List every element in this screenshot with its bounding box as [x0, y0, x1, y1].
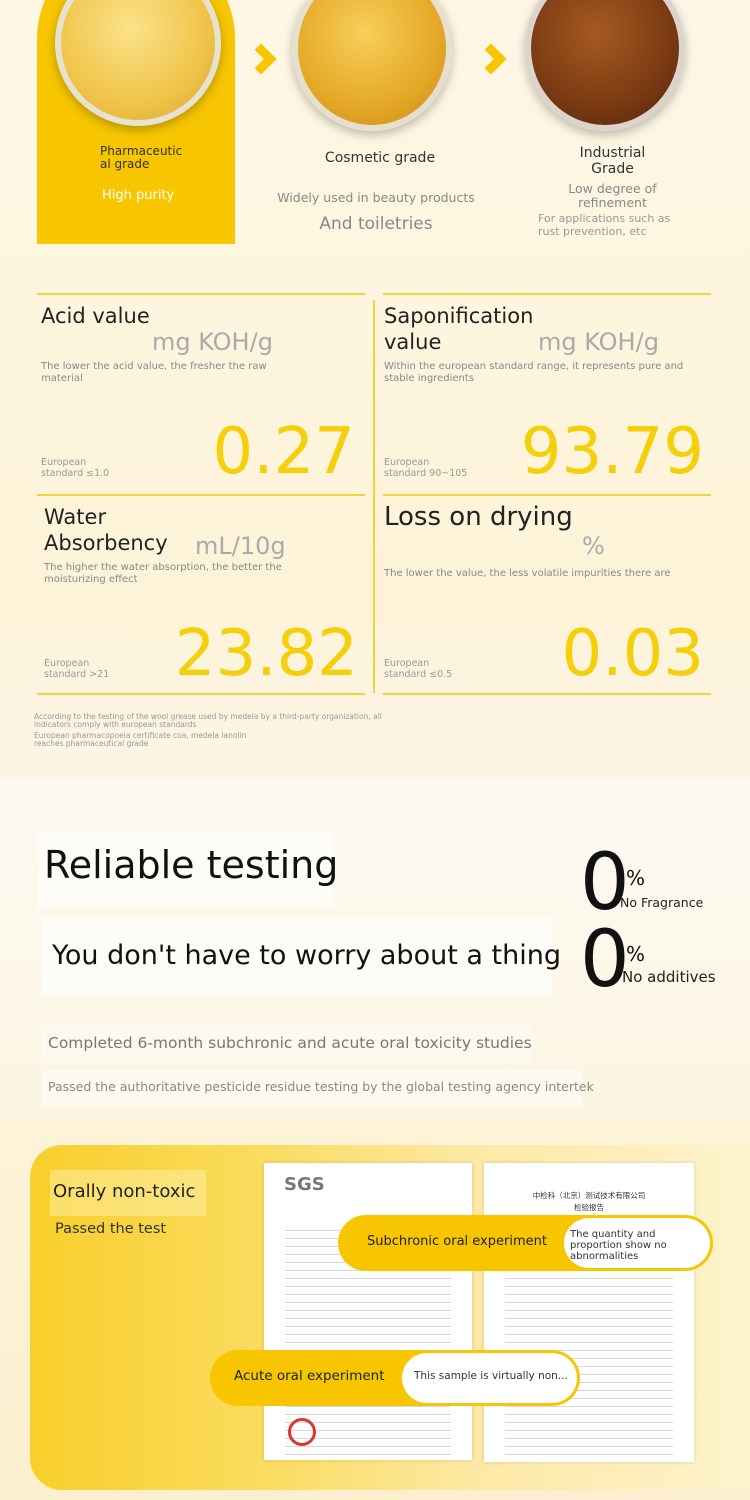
divider: [37, 494, 365, 496]
claim-label: No Fragrance: [620, 895, 704, 910]
experiment-result: This sample is virtually non...: [414, 1370, 568, 1382]
divider: [383, 494, 711, 496]
metric-name: Loss on drying: [384, 502, 573, 532]
text-box: [42, 918, 552, 996]
divider: [37, 693, 365, 695]
claim-label: No additives: [622, 968, 716, 986]
grade-desc: Low degree of refinement: [568, 181, 657, 210]
metric-standard: European standard ≤1.0: [41, 457, 110, 479]
report-document: [264, 1163, 472, 1460]
heading: Orally non-toxic: [53, 1181, 196, 1202]
metric-standard: European standard ≤0.5: [384, 658, 453, 680]
claim-value: 0: [580, 838, 630, 928]
grade-desc: For applications such as rust prevention…: [538, 212, 671, 238]
grade-name: Industrial Grade: [579, 145, 646, 177]
text-box: [42, 1025, 532, 1063]
claim-unit: %: [626, 942, 646, 966]
grade-name: Cosmetic grade: [324, 150, 436, 166]
metric-standard: European standard >21: [44, 658, 110, 680]
subheading: Passed the test: [55, 1221, 167, 1237]
metric-name: Acid value: [41, 304, 150, 328]
result-pill: [564, 1218, 710, 1268]
jar-image: [525, 0, 685, 131]
footnote: European pharmacopoeia certificate coa, …: [34, 731, 247, 748]
metric-name: Water Absorbency: [44, 505, 168, 555]
claim-unit: %: [626, 866, 646, 890]
metric-unit: %: [582, 532, 605, 560]
divider: [37, 293, 365, 295]
result-pill: [402, 1353, 577, 1403]
jar-image: [292, 0, 452, 131]
report-logo: SGS: [284, 1174, 325, 1195]
report-issuer: 中检科（北京）测试技术有限公司: [532, 1191, 646, 1200]
subheading: You don't have to worry about a thing: [52, 940, 561, 971]
grade-desc: Widely used in beauty products: [277, 190, 475, 205]
report-stamp: [288, 1418, 316, 1446]
text-box: [38, 832, 333, 908]
metric-unit: mg KOH/g: [538, 328, 659, 356]
divider: [373, 300, 375, 693]
experiment-result: The quantity and proportion show no abno…: [570, 1229, 667, 1262]
report-document: [484, 1163, 694, 1462]
grade-name: Pharmaceutical grade: [100, 144, 183, 171]
metric-unit: mL/10g: [195, 532, 286, 560]
test-note: Passed the authoritative pesticide resid…: [48, 1079, 594, 1094]
metric-value: 0.03: [561, 617, 705, 691]
metric-desc: The lower the acid value, the fresher th…: [41, 361, 267, 384]
grade-desc: High purity: [102, 188, 175, 203]
claim-value: 0: [580, 915, 630, 1005]
experiment-name: Subchronic oral experiment: [367, 1234, 547, 1249]
divider: [383, 293, 711, 295]
metric-value: 93.79: [520, 415, 704, 489]
metric-desc: The lower the value, the less volatile i…: [384, 568, 671, 579]
metric-name: Saponification value: [384, 304, 534, 354]
metric-unit: mg KOH/g: [152, 328, 273, 356]
metric-desc: The higher the water absorption, the bet…: [44, 562, 282, 585]
arrow-icon: [245, 43, 277, 75]
arrow-icon: [475, 43, 507, 75]
test-note: Completed 6-month subchronic and acute o…: [48, 1034, 532, 1052]
grade-desc: And toiletries: [319, 214, 433, 234]
report-title: 检验报告: [574, 1203, 604, 1212]
footnote: According to the testing of the wool gre…: [34, 712, 382, 729]
metric-value: 0.27: [212, 415, 356, 489]
metric-standard: European standard 90~105: [384, 457, 468, 479]
heading: Reliable testing: [44, 843, 339, 887]
metric-value: 23.82: [174, 617, 358, 691]
text-box: [42, 1070, 582, 1106]
experiment-name: Acute oral experiment: [234, 1368, 385, 1384]
metric-desc: Within the european standard range, it r…: [384, 361, 684, 384]
text-box: [50, 1170, 206, 1216]
divider: [383, 693, 711, 695]
